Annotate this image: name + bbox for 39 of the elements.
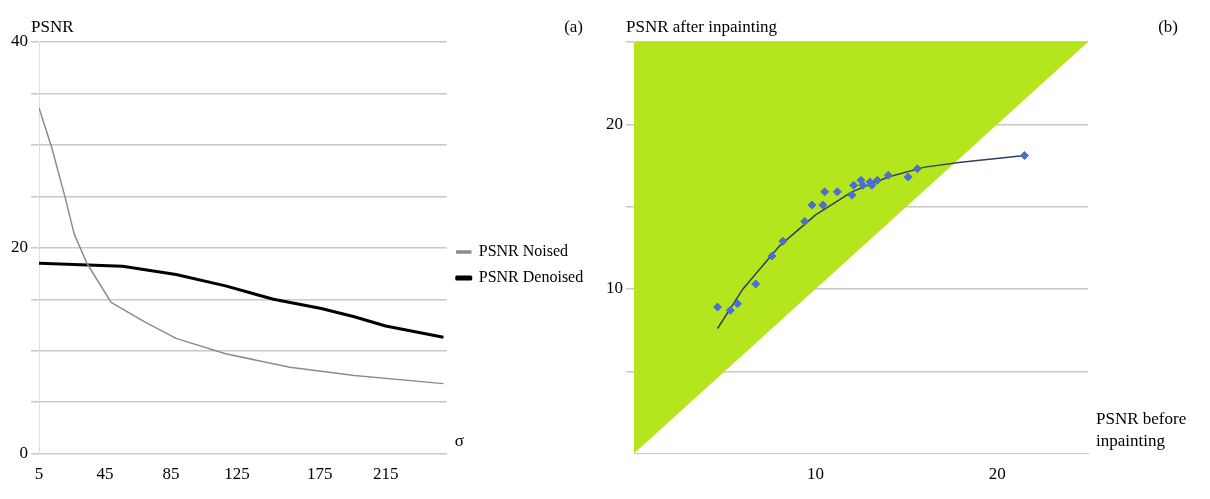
y-tick-label: 20 xyxy=(11,237,28,257)
x-tick-label: 175 xyxy=(306,464,333,484)
y-axis-title: PSNR after inpainting xyxy=(626,16,778,36)
point xyxy=(800,216,810,226)
point xyxy=(725,305,735,315)
point xyxy=(872,175,882,185)
text: (a) xyxy=(564,16,583,36)
point xyxy=(883,170,893,180)
text: (b) xyxy=(1158,16,1178,36)
y-axis-title: PSNR xyxy=(31,16,75,36)
x-tick-label: 5 xyxy=(34,464,44,484)
x-tick-label: 10 xyxy=(807,464,825,484)
point xyxy=(733,299,743,309)
point xyxy=(820,187,830,197)
x-tick-label: 45 xyxy=(96,464,114,484)
point xyxy=(751,279,761,289)
point xyxy=(847,190,857,200)
x-tick-label: 85 xyxy=(162,464,180,484)
point xyxy=(807,200,817,210)
legend-label: PSNR Noised xyxy=(478,242,569,260)
point xyxy=(856,175,866,185)
point xyxy=(849,180,859,190)
legend-label: PSNR Denoised xyxy=(478,268,584,286)
x-axis-title: PSNR before inpainting xyxy=(1096,408,1187,450)
y-tick-label: 0 xyxy=(19,443,28,463)
point xyxy=(767,251,777,261)
point xyxy=(778,236,788,246)
x-tick-label: 20 xyxy=(988,464,1006,484)
point xyxy=(903,172,913,182)
point xyxy=(713,302,723,312)
x-tick-label: 215 xyxy=(372,464,399,484)
point xyxy=(832,187,842,197)
point xyxy=(818,200,828,210)
point xyxy=(858,180,868,190)
point xyxy=(912,164,922,174)
x-axis-title: σ xyxy=(454,430,464,450)
y-tick-label: 40 xyxy=(11,31,28,51)
x-tick-label: 125 xyxy=(224,464,250,484)
point xyxy=(1019,151,1029,161)
